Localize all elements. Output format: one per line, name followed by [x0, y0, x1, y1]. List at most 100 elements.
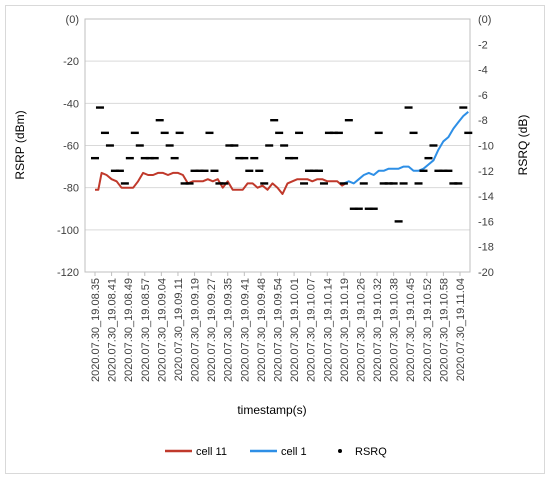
rsrq-point	[419, 169, 428, 172]
rsrq-point	[414, 182, 423, 185]
rsrq-point	[225, 144, 234, 147]
right-axis-ticks: -20 -18 -16 -14 -12 -10 -8 -6 -4 -2 (0)	[478, 14, 494, 279]
x-tick-label: 2020.07.30_19.10.52	[422, 278, 434, 382]
rsrq-point	[364, 207, 373, 210]
legend-label-rsrq: RSRQ	[355, 446, 387, 458]
rsrq-point	[255, 169, 264, 172]
rsrq-point	[409, 131, 418, 135]
x-tick-label: 2020.07.30_19.08.57	[140, 278, 152, 382]
rsrq-point	[220, 182, 229, 185]
y-tick-left: -120	[57, 267, 79, 279]
legend-swatch-rsrq	[338, 449, 342, 453]
rsrq-point	[95, 106, 104, 109]
rsrq-point	[240, 156, 249, 160]
rsrq-point	[250, 156, 259, 160]
rsrq-point	[354, 207, 363, 210]
rsrq-point	[110, 169, 119, 172]
x-tick-label: 2020.07.30_19.09.54	[273, 278, 285, 382]
rsrq-point	[145, 156, 154, 160]
rsrq-point	[295, 131, 304, 135]
x-tick-label: 2020.07.30_19.10.07	[306, 278, 318, 382]
rsrq-point	[384, 182, 393, 185]
y-tick-left: -80	[63, 183, 79, 195]
rsrq-point	[245, 169, 254, 172]
rsrq-point	[170, 156, 179, 160]
x-tick-label: 2020.07.30_19.09.11	[173, 278, 185, 381]
x-tick-label: 2020.07.30_19.10.58	[438, 278, 450, 382]
rsrq-point	[434, 169, 443, 172]
y-tick-right: -12	[478, 166, 494, 178]
chart-frame	[5, 5, 545, 474]
series-line	[343, 111, 469, 185]
rsrq-point	[140, 156, 149, 160]
rsrq-point	[379, 182, 388, 185]
rsrq-point	[300, 182, 309, 185]
rsrq-point	[374, 131, 383, 135]
rsrq-point	[150, 156, 159, 160]
rsrq-point	[344, 119, 353, 122]
rsrq-point	[349, 207, 358, 210]
rsrq-point	[180, 182, 189, 185]
y-tick-left: -40	[63, 98, 79, 110]
rsrq-point	[394, 220, 403, 223]
x-tick-label: 2020.07.30_19.10.32	[372, 278, 384, 382]
rsrq-point	[130, 131, 139, 135]
rsrq-point	[305, 169, 314, 172]
rsrq-point	[160, 131, 169, 135]
x-tick-label: 2020.07.30_19.08.41	[107, 278, 119, 382]
x-axis-ticks: 2020.07.30_19.08.35 2020.07.30_19.08.41 20…	[90, 272, 467, 382]
rsrq-point	[439, 169, 448, 172]
rsrq-point	[230, 144, 239, 147]
x-tick-label: 2020.07.30_19.10.26	[355, 278, 367, 382]
y-axis-title-left: RSRP (dBm)	[13, 110, 27, 179]
x-tick-label: 2020.07.30_19.09.27	[206, 278, 218, 382]
y-tick-left: -100	[57, 225, 79, 237]
rsrq-point	[454, 182, 463, 185]
legend-label-cell-11: cell 11	[196, 446, 227, 458]
x-tick-label: 2020.07.30_19.08.35	[90, 278, 102, 382]
rsrq-point	[280, 144, 289, 147]
x-tick-label: 2020.07.30_19.10.01	[289, 278, 301, 382]
rsrq-point	[334, 131, 343, 135]
x-tick-label: 2020.07.30_19.11.04	[455, 278, 467, 381]
rsrq-point	[329, 131, 338, 135]
x-tick-label: 2020.07.30_19.09.35	[223, 278, 235, 382]
rsrq-point	[205, 131, 214, 135]
rsrq-point	[359, 182, 368, 185]
rsrq-point	[165, 144, 174, 147]
series-rsrq	[91, 106, 473, 223]
y-axis-title-right: RSRQ (dB)	[516, 115, 530, 176]
rsrq-point	[265, 144, 274, 147]
rsrq-point	[339, 182, 348, 185]
rsrq-point	[314, 169, 323, 172]
y-tick-left: (0)	[66, 14, 79, 26]
rsrq-point	[290, 156, 299, 160]
rsrq-point	[444, 169, 453, 172]
rsrq-point	[215, 182, 224, 185]
y-tick-right: -18	[478, 242, 494, 254]
rsrq-point	[115, 169, 124, 172]
rsrq-point	[135, 144, 144, 147]
rsrq-point	[319, 182, 328, 185]
rsrq-point	[310, 169, 318, 172]
x-tick-label: 2020.07.30_19.10.19	[339, 278, 351, 382]
rsrq-point	[399, 182, 408, 185]
rsrq-point	[459, 106, 468, 109]
legend-label-cell-1: cell 1	[281, 446, 307, 458]
x-tick-label: 2020.07.30_19.09.04	[156, 278, 168, 382]
rsrq-point	[429, 144, 438, 147]
y-tick-left: -20	[63, 56, 79, 68]
x-tick-label: 2020.07.30_19.08.49	[123, 278, 135, 382]
rsrq-point	[260, 182, 269, 185]
rsrq-point	[190, 169, 199, 172]
rsrq-point	[404, 106, 413, 109]
series-cell-1	[343, 111, 469, 185]
y-tick-right: -2	[478, 39, 488, 51]
x-tick-label: 2020.07.30_19.10.38	[389, 278, 401, 382]
rsrq-point	[105, 144, 114, 147]
rsrq-point	[389, 182, 398, 185]
rsrq-point	[270, 119, 279, 122]
rsrq-point	[175, 131, 184, 135]
y-tick-right: -8	[478, 115, 488, 127]
